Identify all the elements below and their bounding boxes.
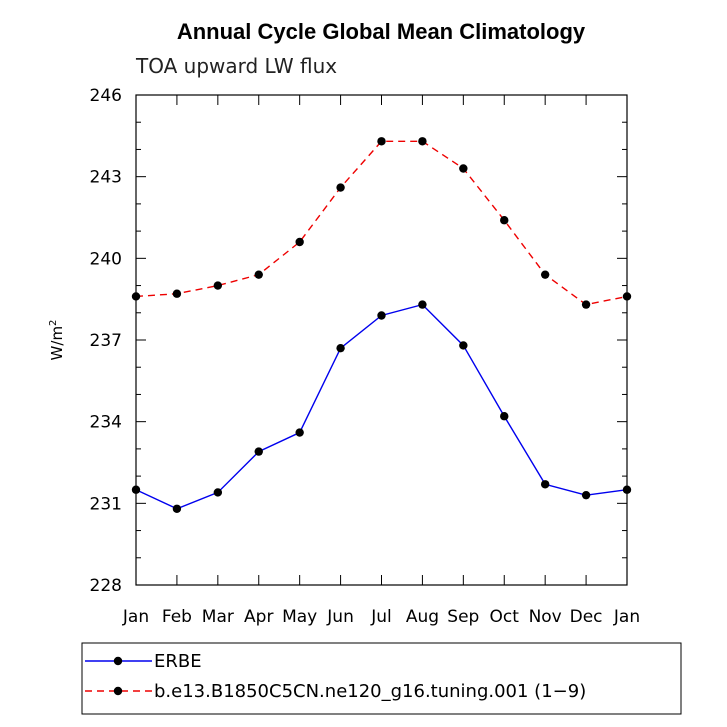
plot-frame (135, 94, 628, 586)
y-tick-label: 231 (90, 494, 122, 514)
data-point (336, 343, 345, 353)
data-point (459, 341, 468, 350)
series-line (135, 303, 628, 510)
data-point (336, 183, 345, 192)
y-tick-label: 228 (90, 576, 122, 596)
data-point (254, 270, 263, 279)
x-tick-label: Mar (202, 607, 234, 627)
x-tick-label: Sep (447, 607, 479, 627)
data-point (540, 480, 550, 489)
y-tick-label: 243 (90, 168, 122, 188)
x-tick-label: Jan (122, 607, 149, 627)
chart-subtitle: TOA upward LW flux (135, 54, 337, 78)
x-tick-label: Nov (529, 607, 562, 627)
legend-label: ERBE (154, 651, 202, 672)
data-point (254, 447, 263, 456)
data-point (500, 412, 509, 421)
legend-label: b.e13.B1850C5CN.ne120_g16.tuning.001 (1−… (154, 681, 586, 702)
x-tick-label: Aug (406, 607, 439, 627)
data-point (131, 292, 141, 301)
y-tick-label: 234 (90, 413, 122, 433)
legend-marker (113, 656, 123, 666)
x-tick-label: Feb (162, 607, 192, 627)
data-point (581, 490, 591, 500)
data-point (213, 281, 223, 290)
data-point (459, 164, 468, 173)
data-point (540, 270, 550, 279)
data-point (418, 300, 427, 309)
series-line (135, 140, 628, 306)
x-tick-label: Oct (490, 607, 520, 627)
y-axis-label: W/m2 (48, 320, 66, 361)
data-point (131, 485, 141, 494)
data-point (581, 300, 591, 309)
axes: 228 231 234 237 240 243 246 Jan Feb Mar Apr May Jun J… (90, 86, 641, 627)
x-tick-label: Dec (570, 607, 603, 627)
x-tick-label: Jul (370, 607, 392, 627)
chart-title: Annual Cycle Global Mean Climatology (177, 19, 586, 44)
y-tick-label: 237 (90, 331, 122, 351)
y-axis-label-superscript: 2 (48, 320, 59, 326)
data-point (295, 428, 304, 437)
x-tick-label: Jan (613, 607, 640, 627)
data-point (377, 311, 386, 320)
legend-marker (113, 686, 123, 696)
data-point (622, 485, 632, 494)
y-axis-label-text: W/m (48, 326, 66, 361)
data-point (622, 292, 632, 301)
series-layer (131, 137, 632, 513)
legend-box (81, 642, 682, 715)
x-tick-label: Apr (244, 607, 273, 627)
data-point (500, 216, 509, 225)
legend: ERBE b.e13.B1850C5CN.ne120_g16.tuning.001… (81, 642, 682, 715)
data-point (418, 137, 427, 146)
data-point (172, 504, 182, 513)
data-point (172, 289, 182, 298)
data-point (213, 488, 223, 497)
y-tick-label: 246 (90, 86, 122, 106)
data-point (377, 137, 386, 146)
x-tick-label: May (282, 607, 317, 627)
y-tick-label: 240 (90, 249, 122, 269)
x-tick-label: Jun (326, 607, 354, 627)
data-point (295, 237, 304, 247)
